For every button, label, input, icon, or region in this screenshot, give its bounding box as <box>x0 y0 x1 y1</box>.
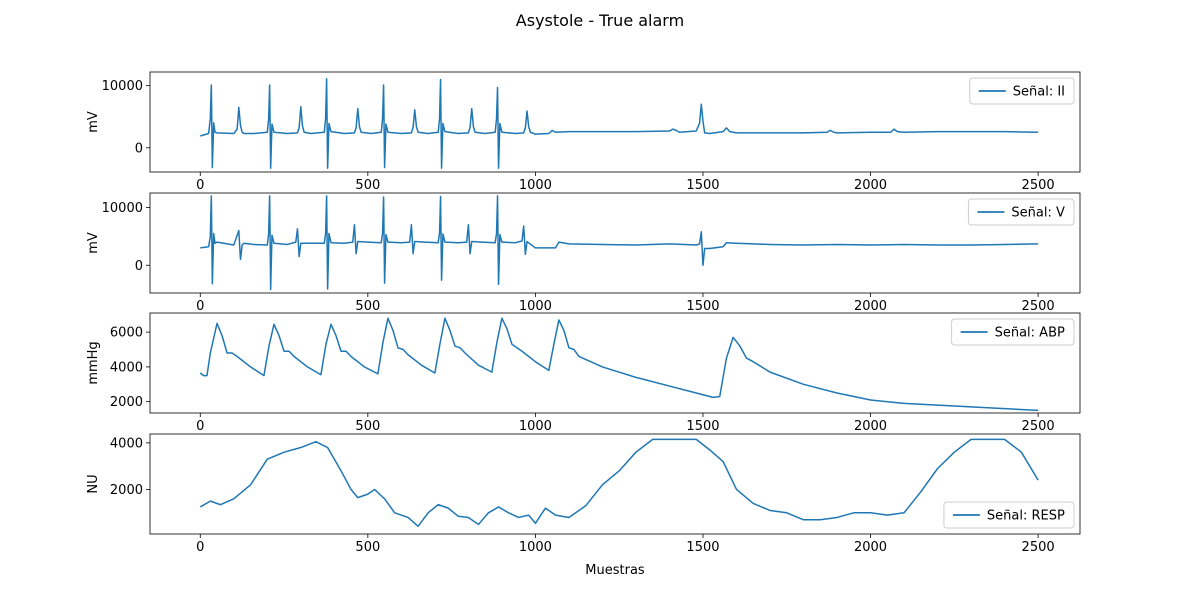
axes-frame <box>149 433 1081 535</box>
y-axis-label: mV <box>86 232 101 254</box>
x-tick-label: 500 <box>355 178 380 193</box>
subplot-2: 0 500 1000 1500 2000 2500 0 10000 mV Señal: V <box>86 192 1081 314</box>
y-axis-label: NU <box>86 474 101 493</box>
series-line-4 <box>199 438 1039 528</box>
y-tick-label: 4000 <box>110 436 143 451</box>
x-tick-label: 1500 <box>686 299 719 314</box>
subplot-1: 0 500 1000 1500 2000 2500 0 10000 mV Señal: II <box>86 71 1081 193</box>
x-tick-label: 1500 <box>686 419 719 434</box>
legend: Señal: V <box>967 198 1075 226</box>
y-axis-label: mmHg <box>86 341 101 384</box>
y-tick-label: 2000 <box>110 395 143 410</box>
x-tick-label: 2500 <box>1022 299 1055 314</box>
legend-box <box>969 77 1075 105</box>
x-tick-label: 500 <box>355 540 380 555</box>
series-line-2 <box>200 195 1039 291</box>
y-axis-label: mV <box>86 111 101 133</box>
x-tick-label: 0 <box>196 540 204 555</box>
legend-label: Señal: V <box>1011 206 1065 221</box>
x-tick-label: 1000 <box>519 419 552 434</box>
legend-label: Señal: RESP <box>987 509 1065 524</box>
y-tick-label: 0 <box>135 141 143 156</box>
x-tick-label: 2000 <box>854 540 887 555</box>
legend-box <box>951 318 1075 346</box>
x-tick-label: 1000 <box>519 540 552 555</box>
x-tick-label: 1000 <box>519 299 552 314</box>
legend-label: Señal: ABP <box>995 326 1065 341</box>
y-tick-label: 2000 <box>110 483 143 498</box>
x-axis-label: Muestras <box>585 563 645 578</box>
x-tick-label: 500 <box>355 419 380 434</box>
y-tick-label: 6000 <box>110 326 143 341</box>
y-tick-label: 10000 <box>102 79 143 94</box>
x-tick-label: 2500 <box>1022 540 1055 555</box>
legend-label: Señal: II <box>1013 85 1065 100</box>
x-tick-label: 500 <box>355 299 380 314</box>
x-tick-label: 1000 <box>519 178 552 193</box>
x-tick-label: 1500 <box>686 178 719 193</box>
figure-title: Asystole - True alarm <box>516 11 684 30</box>
y-tick-label: 4000 <box>110 360 143 375</box>
x-tick-label: 2500 <box>1022 419 1055 434</box>
x-tick-label: 2000 <box>854 178 887 193</box>
x-tick-label: 2000 <box>854 419 887 434</box>
subplot-4: 0 500 1000 1500 2000 2500 2000 4000 NU Señal: RES… <box>86 433 1081 555</box>
x-tick-label: 2000 <box>854 299 887 314</box>
y-tick-label: 10000 <box>102 201 143 216</box>
x-tick-label: 1500 <box>686 540 719 555</box>
y-tick-label: 0 <box>135 259 143 274</box>
legend-box <box>967 198 1075 226</box>
axes-frame <box>149 71 1081 173</box>
subplot-3: 0 500 1000 1500 2000 2500 2000 4000 6000 mmHg Seña… <box>86 312 1081 434</box>
axes-frame <box>149 312 1081 414</box>
series-line-3 <box>199 317 1039 412</box>
x-tick-label: 0 <box>196 419 204 434</box>
axes-frame <box>149 192 1081 294</box>
legend: Señal: II <box>969 77 1075 105</box>
x-tick-label: 0 <box>196 299 204 314</box>
series-line-1 <box>200 78 1039 170</box>
x-tick-label: 2500 <box>1022 178 1055 193</box>
legend: Señal: ABP <box>951 318 1075 346</box>
x-tick-label: 0 <box>196 178 204 193</box>
legend-box <box>943 501 1075 529</box>
legend: Señal: RESP <box>943 501 1075 529</box>
